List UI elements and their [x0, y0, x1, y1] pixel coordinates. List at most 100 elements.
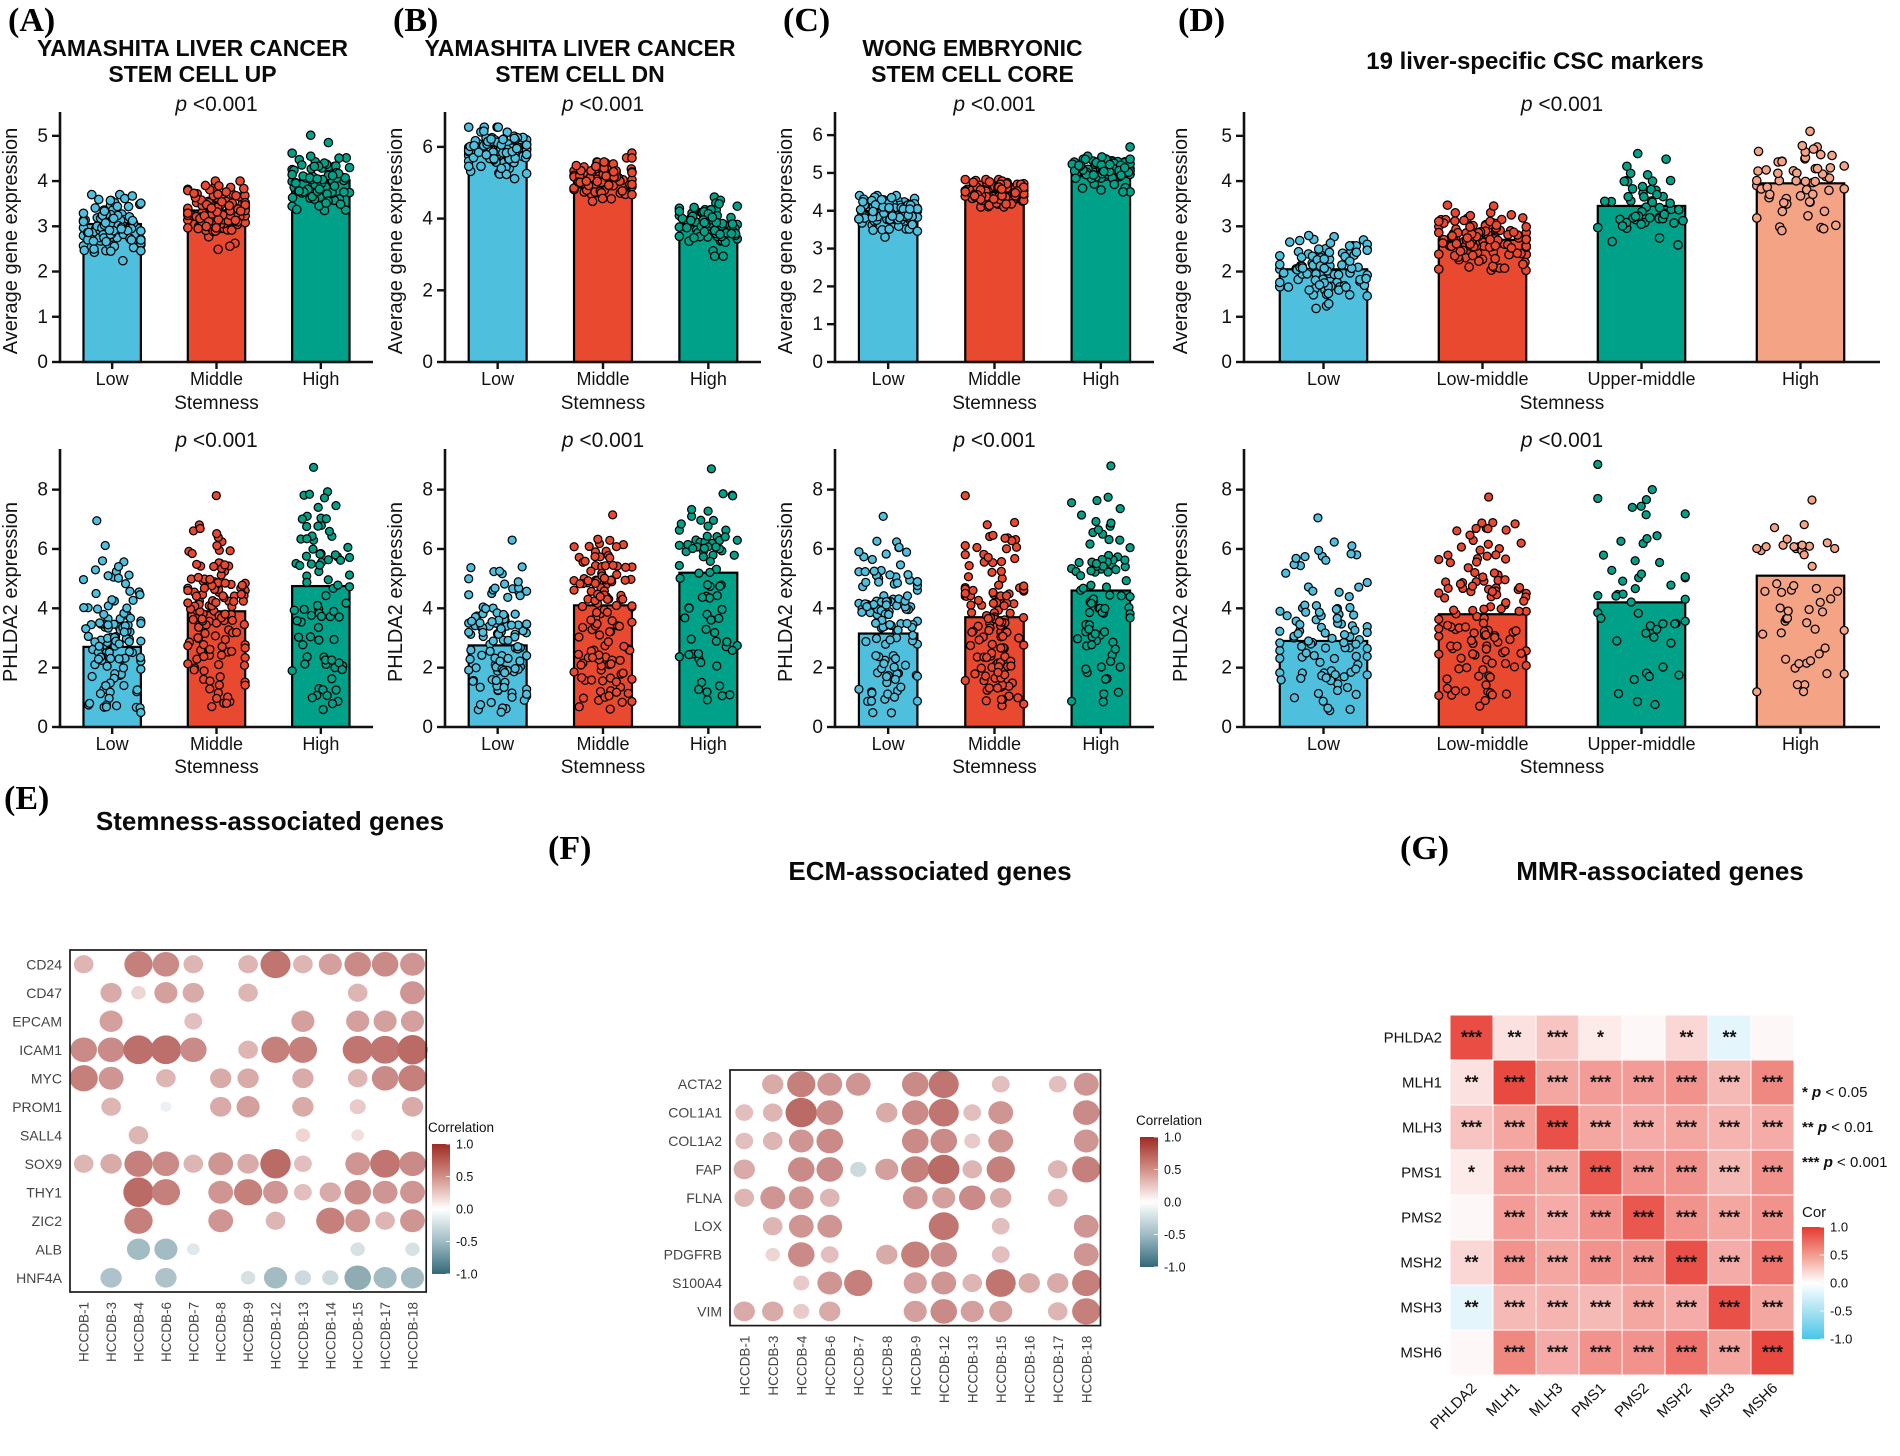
jitter-dot	[903, 570, 913, 580]
jitter-dot	[862, 602, 872, 612]
jitter-dot	[220, 609, 230, 619]
heatmap-cell	[1664, 1239, 1709, 1286]
jitter-dot	[727, 219, 738, 229]
jitter-dot	[576, 660, 586, 670]
significance-stars: ***	[1676, 1208, 1697, 1228]
jitter-dot	[1090, 629, 1100, 639]
jitter-dot	[305, 130, 316, 141]
jitter-dot	[1344, 241, 1355, 251]
jitter-dot	[890, 653, 901, 664]
jitter-dot	[101, 702, 112, 712]
correlation-bubble	[788, 1214, 814, 1238]
panel-c-top-chart: Low Middle High 0 1 2 3 4 5 6 p <0.001 Average gene…	[775, 93, 1154, 414]
jitter-dot	[1300, 552, 1310, 562]
jitter-dot	[1753, 166, 1763, 176]
jitter-dot	[509, 173, 520, 184]
jitter-dot	[1078, 583, 1088, 593]
jitter-dot	[699, 226, 710, 237]
correlation-bubble	[351, 1129, 365, 1142]
jitter-dot	[1329, 537, 1339, 547]
jitter-dot	[1464, 262, 1474, 272]
jitter-dot	[334, 612, 344, 622]
jitter-dot	[1001, 544, 1012, 554]
jitter-dot	[503, 653, 513, 664]
jitter-dot	[984, 177, 995, 187]
jitter-dot	[1630, 584, 1640, 594]
jitter-dot	[1099, 689, 1109, 699]
correlation-bubble	[733, 1159, 755, 1180]
correlation-bubble	[345, 1152, 371, 1176]
row-label: PROM1	[12, 1099, 62, 1115]
jitter-dot	[697, 592, 708, 602]
jitter-dot	[485, 646, 495, 656]
jitter-dot	[1362, 245, 1373, 256]
jitter-dot	[1332, 613, 1342, 623]
jitter-dot	[718, 251, 729, 262]
col-label: HCCDB-12	[937, 1336, 952, 1404]
jitter-dot	[1333, 269, 1344, 280]
jitter-dot	[1500, 575, 1510, 585]
axes-group	[437, 112, 761, 369]
row-label: MLH1	[1402, 1075, 1442, 1092]
jitter-dot	[1275, 606, 1285, 616]
jitter-dot	[323, 575, 333, 585]
correlation-bubble	[260, 950, 291, 979]
y-tick-label: 0	[1221, 717, 1232, 738]
jitter-dot	[1345, 704, 1355, 715]
jitter-dot	[1632, 148, 1643, 159]
legend-title: Cor	[1802, 1204, 1826, 1221]
jitter-dot	[1612, 636, 1622, 646]
correlation-bubble	[930, 1242, 958, 1267]
correlation-bubble	[819, 1301, 841, 1322]
jitter-dot	[1616, 536, 1626, 546]
jitter-dot	[1113, 687, 1124, 697]
correlation-bubble	[238, 955, 258, 974]
jitter-dot	[675, 573, 685, 583]
category-label: Upper-middle	[1587, 734, 1695, 754]
jitter-dot	[1323, 703, 1333, 713]
x-axis-label: Stemness	[561, 757, 645, 778]
jitter-dot	[987, 567, 997, 577]
bar-middle	[572, 178, 634, 364]
jitter-dot	[1516, 538, 1526, 548]
jitter-dot	[215, 672, 225, 682]
jitter-dot	[1822, 669, 1832, 679]
jitter-dot	[1084, 607, 1095, 618]
jitter-dot	[1465, 210, 1476, 221]
jitter-dot	[972, 542, 982, 553]
jitter-dot	[1680, 509, 1690, 519]
jitter-dot	[612, 570, 622, 580]
jitter-dot	[1782, 534, 1792, 544]
jitter-dot	[1764, 189, 1775, 200]
jitter-dot	[584, 541, 594, 552]
col-label: PMS1	[1568, 1380, 1609, 1421]
jitter-dot	[876, 194, 887, 205]
axes-group	[827, 112, 1154, 369]
p-value-label: p <0.001	[952, 429, 1035, 452]
jitter-dot	[100, 540, 110, 551]
y-tick-label: 2	[422, 658, 433, 679]
jitter-dot	[614, 621, 625, 631]
jitter-dot	[1511, 626, 1521, 636]
correlation-bubble	[344, 951, 371, 977]
jitter-dot	[611, 600, 621, 611]
y-tick-label: 5	[37, 126, 48, 147]
jitter-dot	[1613, 688, 1624, 699]
jitter-dot	[513, 642, 523, 652]
jitter-dot	[78, 216, 89, 227]
correlation-bubble	[901, 1128, 929, 1154]
category-label: High	[1082, 734, 1119, 754]
row-label: ZIC2	[32, 1213, 63, 1229]
correlation-bubble	[371, 1065, 399, 1091]
bubbles-group	[69, 950, 428, 1291]
jitter-dot	[591, 161, 601, 172]
jitter-dot	[1516, 648, 1526, 658]
jitter-dot	[1443, 550, 1453, 560]
jitter-dot	[967, 627, 977, 637]
jitter-dot	[1752, 687, 1762, 697]
correlation-bubble	[903, 1300, 927, 1323]
jitter-dot	[1489, 568, 1500, 578]
jitter-dot	[1607, 236, 1618, 247]
jitter-dot	[722, 637, 732, 647]
jitter-dot	[854, 547, 864, 557]
